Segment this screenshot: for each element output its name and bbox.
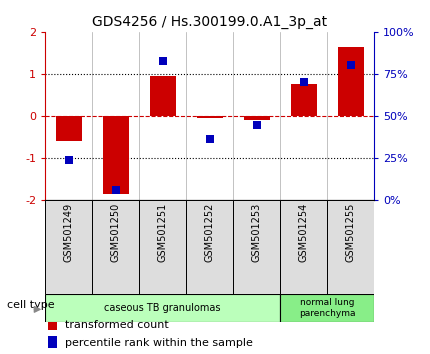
Bar: [150, 76, 175, 116]
Bar: [338, 47, 363, 116]
Text: caseous TB granulomas: caseous TB granulomas: [104, 303, 221, 313]
Text: GSM501249: GSM501249: [64, 203, 74, 262]
Text: GSM501250: GSM501250: [111, 203, 121, 262]
Text: GSM501253: GSM501253: [252, 203, 261, 262]
Bar: [291, 84, 316, 116]
Text: percentile rank within the sample: percentile rank within the sample: [65, 338, 253, 348]
Text: GSM501255: GSM501255: [346, 203, 356, 262]
Text: GSM501254: GSM501254: [298, 203, 309, 262]
Bar: [139, 200, 186, 294]
Text: GSM501251: GSM501251: [158, 203, 168, 262]
Bar: [197, 116, 223, 118]
Bar: [45, 294, 280, 322]
Bar: [233, 200, 280, 294]
Bar: [103, 116, 129, 194]
Bar: [92, 200, 139, 294]
Bar: [244, 116, 270, 120]
Bar: [49, 319, 57, 330]
Bar: [49, 336, 57, 348]
Bar: [327, 200, 374, 294]
Bar: [280, 200, 327, 294]
Text: GSM501252: GSM501252: [205, 203, 215, 262]
Title: GDS4256 / Hs.300199.0.A1_3p_at: GDS4256 / Hs.300199.0.A1_3p_at: [92, 16, 327, 29]
Bar: [186, 200, 233, 294]
Bar: [280, 294, 374, 322]
Bar: [56, 116, 82, 141]
Text: normal lung
parenchyma: normal lung parenchyma: [299, 298, 355, 318]
Text: transformed count: transformed count: [65, 320, 169, 330]
Text: cell type: cell type: [7, 299, 55, 310]
Bar: [45, 200, 92, 294]
